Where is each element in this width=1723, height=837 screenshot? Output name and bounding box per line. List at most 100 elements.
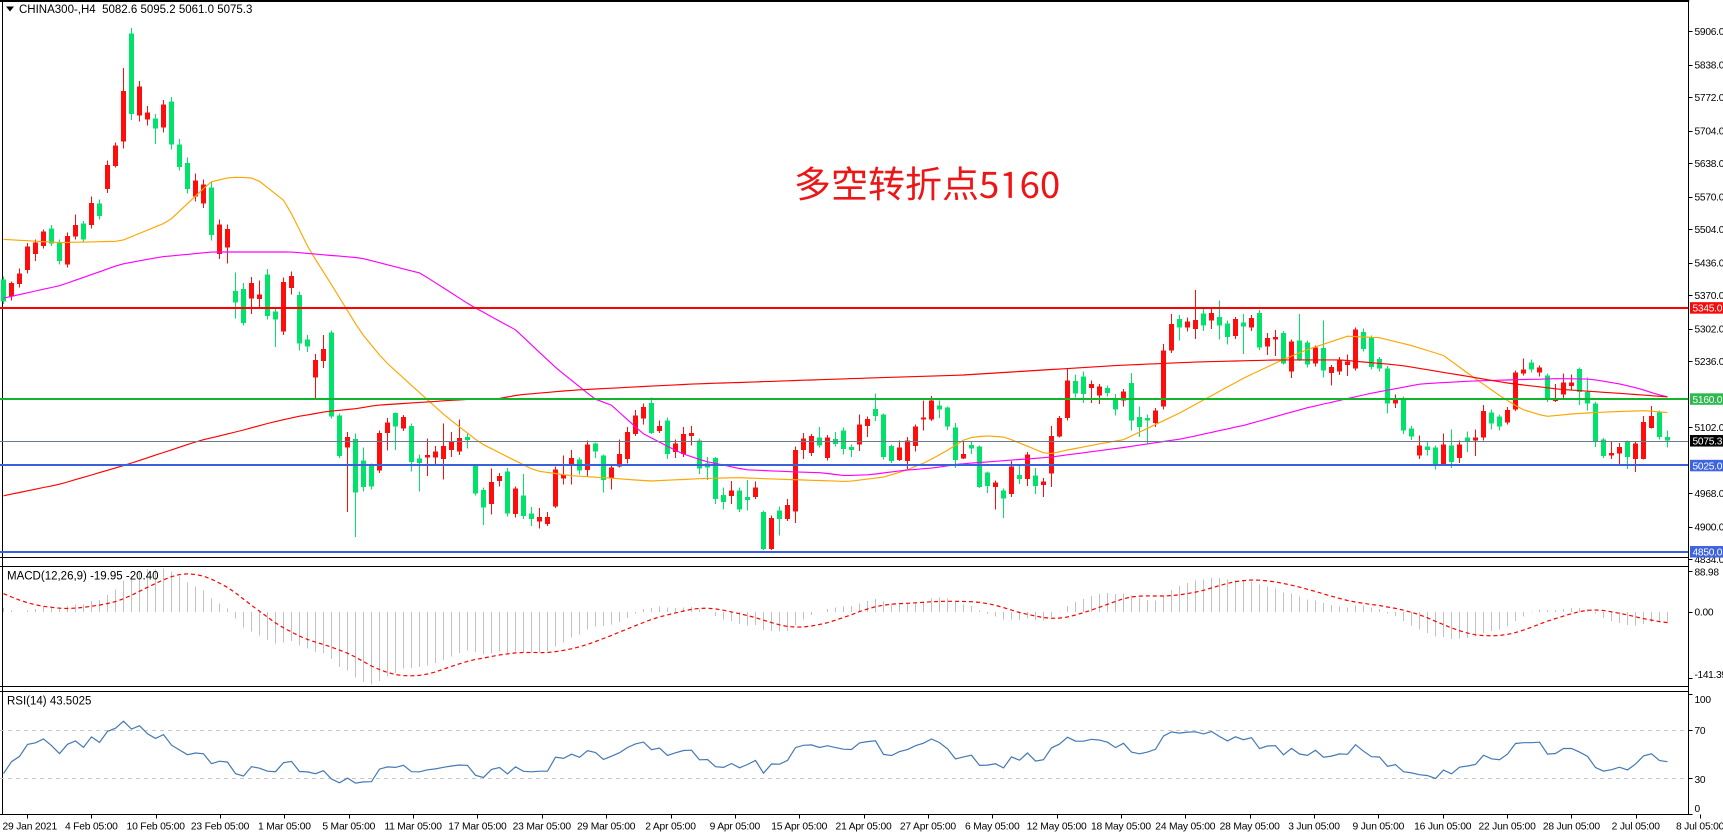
candle-bear [1281,333,1286,364]
candle-bear [305,339,310,347]
candle-bull [913,426,918,447]
annotation-pivot-text[interactable] [796,166,1059,201]
candle-bear [1217,316,1222,326]
candle-bull [345,437,350,448]
rsi-panel[interactable] [0,720,1689,784]
time-axis-label: 18 May 05:00 [1091,822,1151,833]
annotation-glyph [796,166,829,201]
candle-bear [849,446,854,450]
ma-orange [3,176,1668,482]
candle-bear [1489,412,1494,424]
candle-bull [729,490,734,496]
candle-bear [737,490,742,510]
candle-bear [169,101,174,145]
time-axis-label: 12 May 05:00 [1027,822,1087,833]
candle-bull [825,437,830,459]
candle-bull [1569,382,1574,387]
candle-bear [1593,403,1598,442]
time-axis-label: 23 Feb 05:00 [191,822,250,833]
annotation-glyph [979,171,998,199]
time-axis-label: 22 Jun 05:00 [1478,822,1536,833]
candle-bull [1169,323,1174,351]
annotation-glyph [1021,171,1039,199]
candle-bear [873,408,878,416]
candle-bear [393,413,398,427]
candle-bull [1353,329,1358,369]
candle-bull [1233,318,1238,336]
candle-bull [561,474,566,479]
macd-histogram [3,568,1668,685]
candle-bear [1297,340,1302,360]
candle-bull [905,440,910,461]
candle-bull [313,360,318,378]
candle-bear [1305,342,1310,365]
candle-bull [1633,443,1638,459]
price-tick-label: 5906.0 [1695,27,1723,38]
price-tick-label: 4968.0 [1695,489,1723,500]
candle-bull [753,487,758,497]
candle-bear [265,274,270,316]
candle-bull [569,458,574,465]
candle-bear [665,420,670,454]
candle-bear [1105,387,1110,393]
time-axis-label: 8 Jul 05:00 [1676,822,1723,833]
candle-bull [857,424,862,445]
candle-bull [1265,337,1270,347]
candle-bear [761,512,766,550]
candle-bull [1609,452,1614,456]
candle-bear [1465,437,1470,442]
candle-bear [1033,475,1038,487]
price-tick-label: 5236.0 [1695,357,1723,368]
candle-bull [281,281,286,332]
price-tick-label: 5838.0 [1695,61,1723,72]
candle-bull [545,517,550,524]
candle-bull [217,224,222,255]
time-axis-label: 10 Feb 05:00 [127,822,186,833]
candle-bull [385,422,390,433]
price-axis[interactable]: 5906.0 5838.0 5772.0 5704.0 5638.0 5570.0 5504… [1687,0,1723,837]
candle-bull [1561,382,1566,395]
candle-bear [1177,318,1182,328]
candle-bull [537,516,542,522]
time-axis-label: 29 Jan 2021 [3,822,58,833]
candle-bear [465,436,470,441]
macd-label: MACD(12,26,9) -19.95 -20.40 [7,571,159,583]
time-axis-label: 3 Jun 05:00 [1288,822,1340,833]
time-axis-label: 2 Jul 05:00 [1612,822,1661,833]
candle-bear [97,203,102,217]
candle-bull [1521,369,1526,374]
candle-bull [785,505,790,519]
candle-bear [505,471,510,514]
price-badge-label: 5025.0 [1693,461,1723,472]
candle-bear [969,444,974,449]
price-badge-5345.0 [1690,302,1723,314]
candle-bull [1161,350,1166,407]
candle-bull [657,425,662,431]
candle-bull [1313,347,1318,364]
price-tick-label: 5638.0 [1695,159,1723,170]
candle-bull [921,417,926,420]
candle-bear [1361,332,1366,350]
candle-bull [441,445,446,460]
candle-bull [993,482,998,487]
macd-panel[interactable] [3,568,1668,685]
candles [1,27,1670,551]
candle-bull [1473,437,1478,441]
candle-bear [1225,323,1230,337]
candle-bull [617,453,622,467]
window-frame [0,0,1723,816]
time-axis-label: 9 Jun 05:00 [1353,822,1405,833]
time-axis-label: 23 Mar 05:00 [513,822,572,833]
price-badge-label: 5160.0 [1693,395,1723,406]
candle-bull [585,444,590,470]
main-price-panel[interactable] [0,27,1689,553]
candle-bear [297,295,302,344]
annotation-glyph [833,166,866,200]
candle-bear [1,279,6,302]
time-axis-label: 28 May 05:00 [1220,822,1280,833]
collapse-arrow-icon[interactable] [6,6,14,12]
candle-bull [489,482,494,505]
time-axis[interactable]: 29 Jan 2021 4 Feb 05:00 10 Feb 05:00 23 Feb… [3,814,1723,833]
